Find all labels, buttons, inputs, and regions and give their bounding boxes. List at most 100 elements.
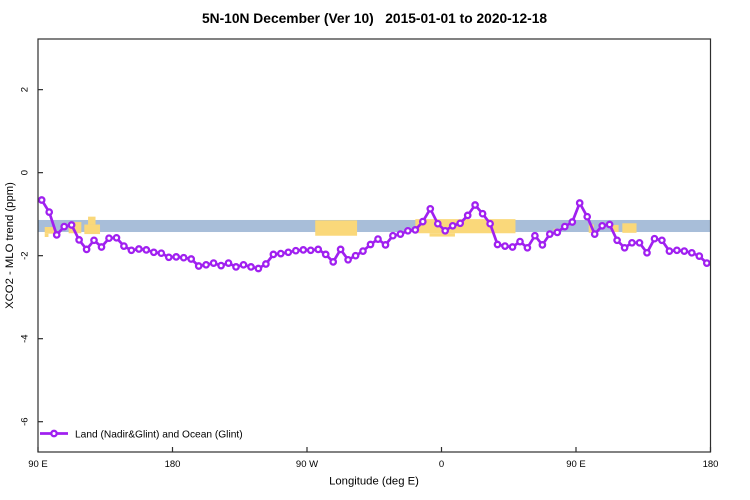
x-tick-label: 0: [439, 459, 444, 470]
data-point: [598, 221, 607, 230]
data-point: [635, 238, 644, 247]
data-point: [254, 264, 263, 273]
plot-box: [37, 38, 712, 453]
data-point: [75, 236, 83, 244]
land-patch: [68, 222, 82, 234]
data-point: [613, 236, 621, 245]
data-series-layer: [37, 196, 711, 273]
data-point: [105, 234, 113, 243]
data-point: [643, 248, 651, 257]
data-point: [658, 236, 666, 245]
data-point: [157, 249, 166, 258]
data-point: [553, 228, 562, 237]
data-point: [568, 218, 577, 226]
data-point: [359, 247, 367, 255]
data-point: [120, 242, 128, 250]
data-point: [239, 260, 248, 269]
data-point: [344, 255, 352, 264]
data-point: [508, 243, 517, 251]
data-point: [665, 247, 674, 255]
data-point: [545, 230, 554, 238]
x-tick-label: 90 E: [28, 459, 48, 470]
data-point: [351, 251, 360, 260]
data-point: [97, 243, 106, 251]
data-point: [179, 253, 188, 262]
legend: Land (Nadir&Glint) and Ocean (Glint): [40, 430, 243, 441]
y-tick-label: 2: [20, 87, 31, 92]
data-point: [389, 231, 397, 240]
data-point: [538, 241, 547, 249]
data-point: [448, 221, 457, 230]
data-point: [471, 201, 479, 209]
land-patch: [84, 224, 101, 235]
data-point: [523, 243, 532, 252]
chart-title: 5N-10N December (Ver 10) 2015-01-01 to 2…: [202, 11, 547, 26]
data-point: [269, 250, 278, 259]
data-point: [67, 221, 76, 229]
data-point: [45, 208, 54, 216]
land-patch: [88, 216, 96, 225]
data-point: [82, 245, 91, 254]
axis-layer: 90 E 180 90 W 0 90 E 180 2 0 -2 -4 -6: [20, 38, 719, 470]
land-patch: [429, 233, 455, 237]
data-point: [493, 240, 502, 249]
data-point: [673, 246, 681, 255]
land-patch: [315, 220, 358, 236]
y-axis-title: XCO2 - MLO trend (ppm): [4, 182, 16, 309]
data-point: [516, 237, 524, 246]
data-point: [702, 259, 711, 267]
y-tick-label: 0: [20, 170, 31, 175]
series-line: [40, 198, 709, 270]
data-point: [202, 260, 210, 269]
data-point: [321, 250, 330, 259]
data-point: [441, 226, 450, 235]
legend-marker-sample: [50, 429, 58, 438]
data-point: [396, 230, 405, 238]
y-tick-label: -4: [20, 334, 31, 342]
data-point: [306, 246, 315, 255]
land-patch: [44, 227, 56, 234]
data-point: [381, 241, 390, 249]
data-point: [247, 263, 255, 271]
data-point: [336, 245, 345, 254]
data-point: [478, 209, 487, 218]
data-point: [486, 219, 494, 228]
land-patch: [415, 219, 516, 234]
data-point: [291, 246, 300, 255]
data-point: [60, 222, 69, 231]
data-point: [37, 196, 46, 204]
x-tick-label: 90 E: [566, 459, 586, 470]
data-point: [426, 204, 435, 213]
data-point: [433, 219, 442, 228]
data-point: [575, 199, 584, 207]
data-point: [620, 243, 629, 252]
data-point: [112, 233, 121, 242]
data-point: [194, 262, 203, 270]
data-point: [605, 220, 614, 229]
data-point: [411, 226, 420, 234]
data-point: [224, 259, 233, 267]
ocean-band-layer: [38, 219, 711, 233]
data-point: [628, 238, 636, 247]
x-axis-title: Longitude (deg E): [329, 476, 419, 488]
data-point: [418, 217, 427, 226]
data-point: [590, 230, 599, 238]
data-point: [262, 260, 270, 268]
data-point: [560, 222, 569, 231]
data-point: [127, 246, 136, 255]
land-patch: [622, 223, 637, 233]
y-tick-label: -6: [20, 417, 31, 425]
data-point: [276, 249, 285, 258]
land-patch: [44, 233, 49, 237]
x-tick-label: 180: [165, 459, 181, 470]
data-point: [217, 261, 225, 270]
x-tick-label: 180: [703, 459, 719, 470]
legend-label: Land (Nadir&Glint) and Ocean (Glint): [75, 430, 243, 441]
data-point: [680, 247, 689, 255]
ocean-band: [38, 219, 711, 233]
data-point: [404, 226, 412, 235]
data-point: [583, 212, 592, 221]
y-tick-label: -2: [20, 251, 31, 259]
